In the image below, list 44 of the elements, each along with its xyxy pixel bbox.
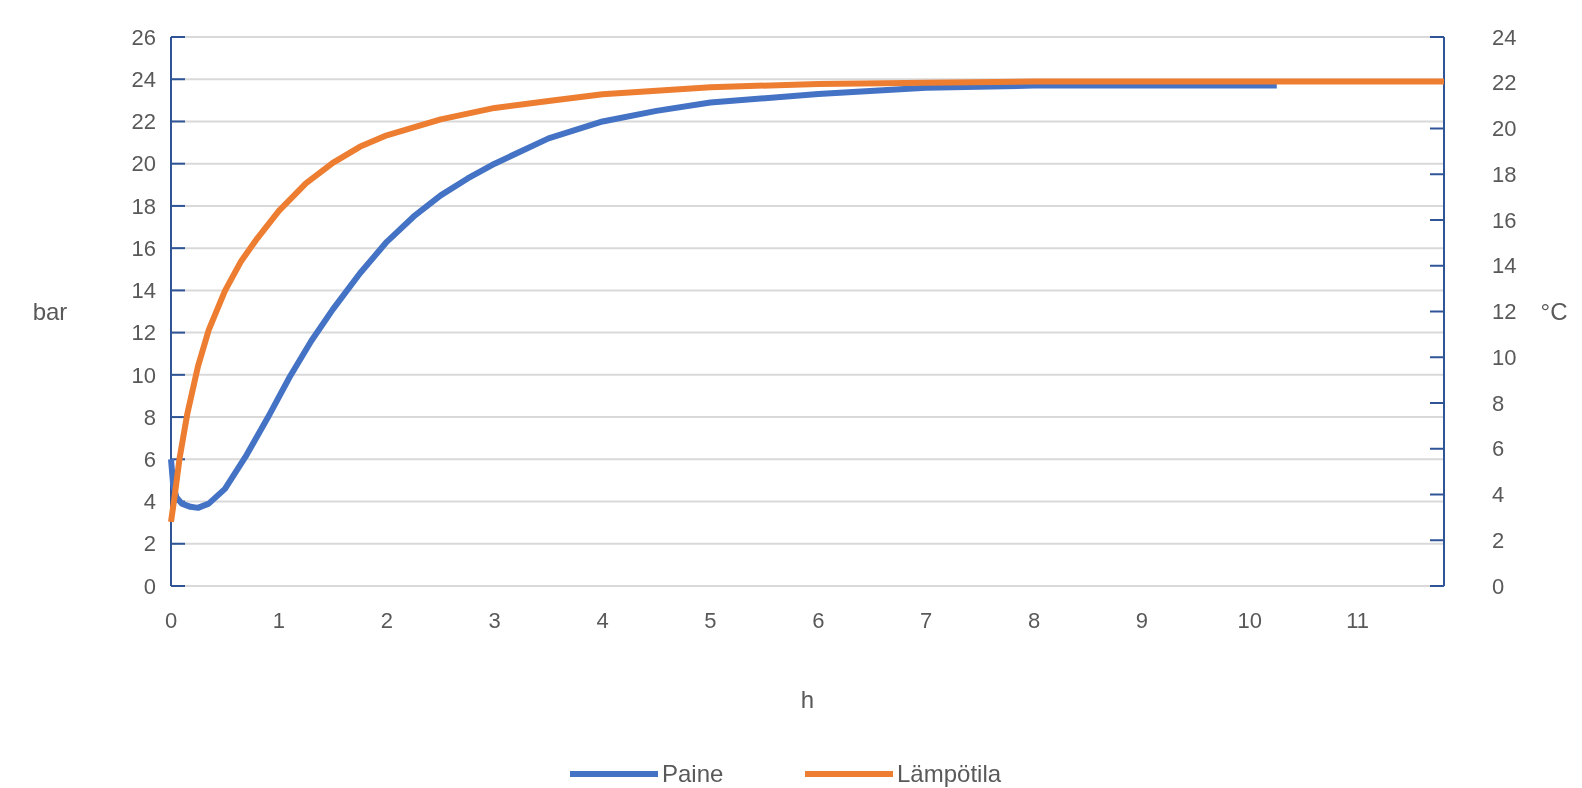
y-tick-label: 0 [143, 573, 156, 599]
x-tick-label: 5 [704, 608, 717, 633]
y2-tick-label: 0 [1492, 573, 1505, 599]
y-tick-label: 14 [131, 278, 156, 304]
x-tick-label: 7 [920, 608, 933, 633]
y-axis-title: bar [32, 297, 68, 325]
y-tick-label: 12 [131, 320, 156, 346]
x-tick-label: 2 [380, 608, 393, 633]
y-tick-label: 2 [143, 531, 156, 557]
y-tick-label: 26 [131, 24, 156, 50]
y2-tick-label: 14 [1492, 253, 1517, 279]
y2-tick-label: 16 [1492, 207, 1517, 233]
y2-tick-label: 20 [1492, 116, 1517, 142]
x-tick-label: 3 [488, 608, 501, 633]
y-tick-label: 24 [131, 66, 156, 92]
y2-tick-label: 8 [1492, 390, 1505, 416]
x-tick-label: 1 [272, 608, 286, 633]
y-tick-label: 22 [131, 109, 156, 135]
y2-tick-label: 4 [1492, 482, 1505, 508]
y-tick-label: 8 [143, 404, 156, 430]
y2-tick-label: 6 [1492, 436, 1505, 462]
x-tick-label: 6 [812, 608, 825, 633]
y2-tick-label: 10 [1492, 344, 1517, 370]
y2-tick-label: 22 [1492, 70, 1517, 96]
y-tick-label: 20 [131, 151, 156, 177]
y2-tick-label: 12 [1492, 299, 1517, 325]
y-tick-label: 10 [131, 362, 156, 388]
y2-tick-label: 2 [1492, 527, 1505, 553]
x-tick-label: 8 [1027, 608, 1041, 633]
y-tick-label: 6 [143, 447, 156, 473]
legend-label: Lämpötila [897, 760, 1002, 788]
x-tick-label: 0 [164, 608, 178, 633]
x-tick-label: 4 [596, 608, 609, 633]
y2-tick-label: 18 [1492, 161, 1517, 187]
y-tick-label: 4 [143, 489, 156, 515]
x-tick-label: 11 [1346, 608, 1370, 633]
y-tick-label: 16 [131, 235, 156, 261]
y2-tick-label: 24 [1492, 24, 1517, 50]
x-tick-label: 9 [1135, 608, 1149, 633]
x-axis-title: h [800, 686, 815, 713]
y-tick-label: 18 [131, 193, 156, 219]
y2-axis-title: °C [1540, 297, 1568, 325]
x-tick-label: 10 [1237, 608, 1263, 633]
legend-label: Paine [662, 760, 724, 788]
